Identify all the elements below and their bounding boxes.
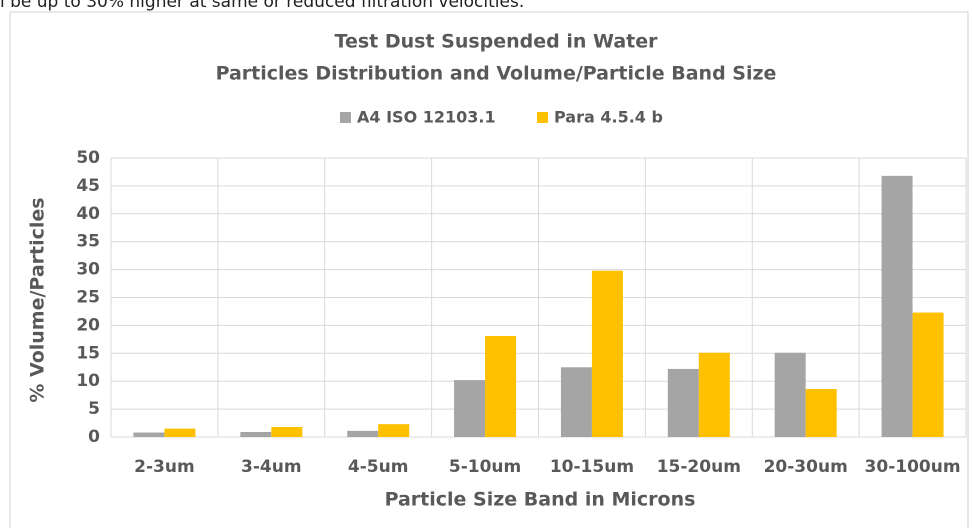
x-tick-label: 30-100um	[865, 457, 961, 477]
legend-label: A4 ISO 12103.1	[357, 108, 496, 127]
bar	[698, 352, 730, 437]
legend-swatch	[340, 112, 351, 123]
y-tick-label: 0	[88, 427, 100, 447]
bar	[454, 380, 486, 437]
bar	[133, 432, 165, 437]
y-tick-label: 40	[76, 204, 100, 224]
x-tick-label: 20-30um	[764, 457, 848, 477]
bar	[805, 389, 837, 437]
y-tick-label: 10	[76, 371, 100, 391]
bar	[591, 270, 623, 437]
legend-swatch	[537, 112, 548, 123]
chart-border	[9, 11, 969, 528]
y-tick-label: 20	[76, 315, 100, 335]
x-tick-label: 4-5um	[348, 457, 409, 477]
caption: l be up to 30% higher at same or reduced…	[0, 0, 524, 12]
x-tick-label: 10-15um	[550, 457, 634, 477]
bar	[378, 424, 410, 437]
bar	[667, 368, 699, 437]
bar	[347, 430, 379, 437]
y-tick-label: 25	[76, 288, 100, 308]
x-tick-label: 3-4um	[241, 457, 302, 477]
y-tick-label: 45	[76, 176, 100, 196]
x-tick-label: 5-10um	[449, 457, 521, 477]
y-tick-label: 5	[88, 399, 100, 419]
bar	[774, 352, 806, 437]
bar	[560, 367, 592, 437]
y-tick-label: 30	[76, 260, 100, 280]
bar	[881, 175, 913, 437]
bar	[271, 426, 303, 437]
x-axis-label: Particle Size Band in Microns	[385, 489, 696, 511]
y-tick-label: 15	[76, 343, 100, 363]
y-axis-label: % Volume/Particles	[27, 197, 49, 402]
legend-label: Para 4.5.4 b	[554, 108, 663, 127]
x-tick-label: 15-20um	[657, 457, 741, 477]
bar	[240, 431, 272, 437]
bar	[912, 312, 944, 437]
bar	[164, 428, 196, 437]
chart-title: Test Dust Suspended in Water	[335, 31, 659, 53]
chart-subtitle: Particles Distribution and Volume/Partic…	[216, 63, 777, 85]
y-tick-label: 35	[76, 232, 100, 252]
bar	[485, 336, 517, 437]
y-tick-label: 50	[76, 148, 100, 168]
x-tick-label: 2-3um	[134, 457, 195, 477]
